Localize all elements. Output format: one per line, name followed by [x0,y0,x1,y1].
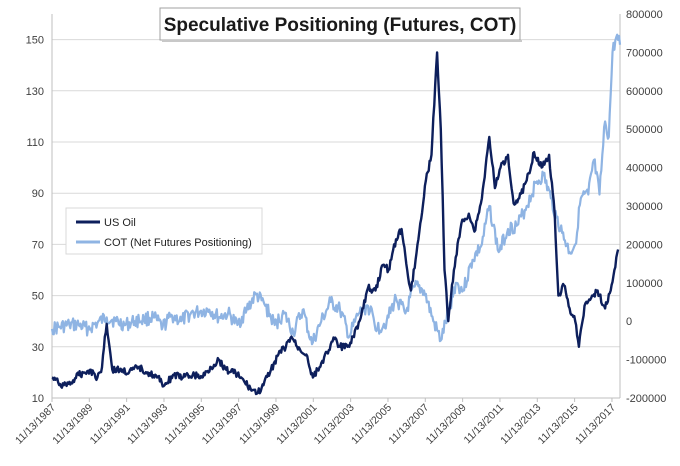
y-right-tick-label: 100000 [626,278,663,290]
y-left-tick-label: 110 [26,137,44,149]
y-right-tick-label: 500000 [626,124,663,136]
chart-title: Speculative Positioning (Futures, COT) [164,15,517,36]
legend-label-us-oil: US Oil [104,217,136,229]
y-left-tick-label: 130 [26,86,44,98]
y-right-tick-label: 700000 [626,47,663,59]
y-left-tick-label: 30 [32,342,44,354]
chart-title-box: Speculative Positioning (Futures, COT) [159,7,522,42]
y-left-tick-label: 150 [26,35,44,47]
y-right-tick-label: -200000 [626,393,666,405]
y-left-tick-label: 50 [32,291,44,303]
y-right-tick-label: 400000 [626,163,663,175]
y-right-tick-label: 800000 [626,9,663,21]
y-left-tick-label: 90 [32,188,44,200]
y-right-tick-label: 200000 [626,239,663,251]
y-left-tick-labels: 10 30 50 70 90 110 130 150 [26,35,44,405]
y-left-tick-label: 10 [32,393,44,405]
y-right-tick-label: -100000 [626,355,666,367]
y-right-tick-label: 0 [626,316,632,328]
legend-label-cot: COT (Net Futures Positioning) [104,237,252,249]
series-line-cot [50,33,622,346]
legend: US Oil COT (Net Futures Positioning) [65,207,263,255]
series-group [50,33,622,396]
y-right-tick-labels: -200000 -100000 0 100000 200000 300000 400000 5… [626,9,666,405]
y-left-tick-label: 70 [32,239,44,251]
y-right-tick-label: 300000 [626,201,663,213]
series-line-us-oil [51,51,620,396]
y-right-tick-label: 600000 [626,86,663,98]
